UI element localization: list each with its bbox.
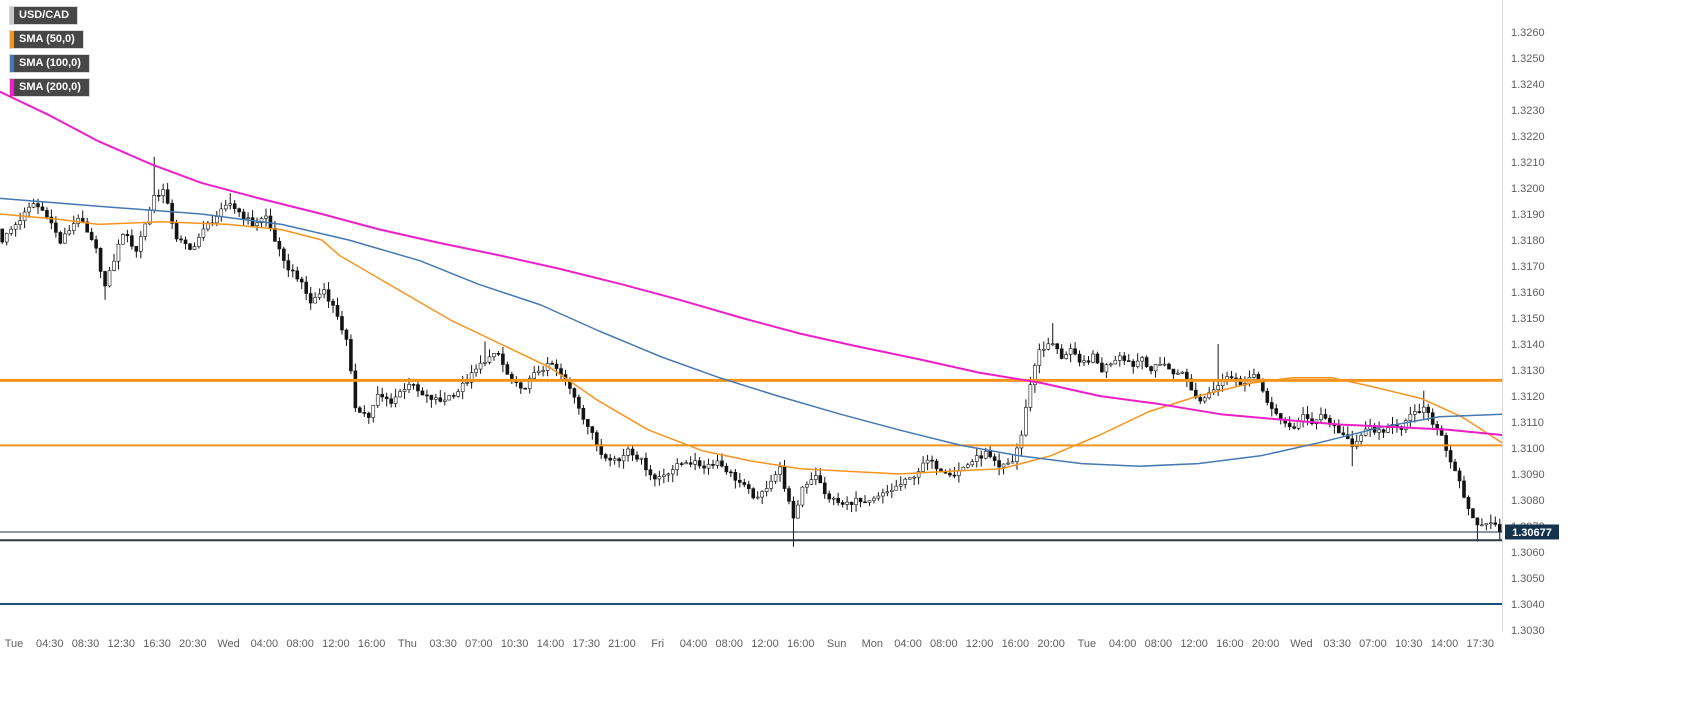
sma-50-line — [0, 213, 1503, 475]
chart-legend: USD/CAD SMA (50,0) SMA (100,0) SMA (200,… — [10, 7, 89, 96]
x-axis-label: 07:00 — [465, 638, 493, 650]
x-axis: Tue 04:30 08:30 12:30 16:30 20:30 Wed 04:00 08:0… — [5, 638, 1494, 650]
y-axis-label: 1.3240 — [1511, 79, 1545, 91]
x-axis-label: 03:30 — [429, 638, 457, 650]
symbol-color-strip — [10, 7, 14, 24]
y-axis-label: 1.3260 — [1511, 27, 1545, 39]
sma-100-line — [0, 197, 1503, 467]
x-axis-label: Tue — [1078, 638, 1097, 650]
x-axis-label: 10:30 — [501, 638, 529, 650]
y-axis-label: 1.3110 — [1511, 417, 1544, 429]
x-axis-label: 04:00 — [894, 638, 922, 650]
x-axis-label: Fri — [651, 638, 664, 650]
x-axis-label: 12:30 — [108, 638, 136, 650]
x-axis-label: 10:30 — [1395, 638, 1423, 650]
y-axis-label: 1.3230 — [1511, 105, 1545, 117]
y-axis-label: 1.3050 — [1511, 573, 1545, 585]
x-axis-label: 16:00 — [1002, 638, 1030, 650]
symbol-label: USD/CAD — [19, 9, 70, 21]
y-axis-label: 1.3140 — [1511, 339, 1545, 351]
y-axis-label: 1.3190 — [1511, 209, 1545, 221]
x-axis-label: Mon — [862, 638, 883, 650]
x-axis-label: Wed — [1290, 638, 1312, 650]
indicator-badge-sma100[interactable]: SMA (100,0) — [10, 55, 89, 72]
indicator-badge-sma50[interactable]: SMA (50,0) — [10, 31, 83, 48]
y-axis-label: 1.3030 — [1511, 625, 1545, 637]
y-axis-label: 1.3100 — [1511, 443, 1545, 455]
x-axis-label: 16:00 — [787, 638, 815, 650]
sma100-color-strip — [10, 55, 14, 72]
y-axis-label: 1.3220 — [1511, 131, 1545, 143]
sma50-label: SMA (50,0) — [19, 33, 75, 45]
x-axis-label: 14:00 — [537, 638, 565, 650]
x-axis-label: 21:00 — [608, 638, 636, 650]
candles-layer — [0, 156, 1502, 547]
sma100-label: SMA (100,0) — [19, 57, 81, 69]
x-axis-label: 08:30 — [72, 638, 100, 650]
x-axis-label: Thu — [398, 638, 417, 650]
y-axis-label: 1.3040 — [1511, 599, 1545, 611]
x-axis-label: 12:00 — [966, 638, 994, 650]
x-axis-label: 16:00 — [358, 638, 386, 650]
x-axis-label: 20:00 — [1037, 638, 1065, 650]
y-axis-label: 1.3150 — [1511, 313, 1545, 325]
y-axis-label: 1.3180 — [1511, 235, 1545, 247]
y-axis-label: 1.3210 — [1511, 157, 1545, 169]
x-axis-label: 12:00 — [322, 638, 350, 650]
x-axis-label: 07:00 — [1359, 638, 1387, 650]
sma-200-line — [0, 90, 1503, 436]
y-axis-label: 1.3090 — [1511, 469, 1545, 481]
x-axis-label: 14:00 — [1431, 638, 1459, 650]
x-axis-label: 17:30 — [1466, 638, 1494, 650]
x-axis-label: 20:00 — [1252, 638, 1280, 650]
symbol-badge[interactable]: USD/CAD — [10, 7, 78, 24]
x-axis-label: 08:00 — [715, 638, 743, 650]
x-axis-label: 16:30 — [143, 638, 171, 650]
x-axis-label: 04:30 — [36, 638, 64, 650]
indicator-badge-sma200[interactable]: SMA (200,0) — [10, 79, 89, 96]
sma200-color-strip — [10, 79, 14, 96]
y-axis-label: 1.3170 — [1511, 261, 1545, 273]
x-axis-label: 04:00 — [1109, 638, 1137, 650]
y-axis-label: 1.3060 — [1511, 547, 1545, 559]
x-axis-label: 04:00 — [251, 638, 279, 650]
x-axis-label: 16:00 — [1216, 638, 1244, 650]
x-axis-label: Wed — [217, 638, 239, 650]
x-axis-label: 08:00 — [1145, 638, 1173, 650]
x-axis-label: 03:30 — [1323, 638, 1351, 650]
y-axis: 1.3260 1.3250 1.3240 1.3230 1.3220 1.3210 1.32… — [1502, 0, 1545, 637]
sma200-label: SMA (200,0) — [19, 81, 81, 93]
x-axis-label: Sun — [827, 638, 847, 650]
y-axis-label: 1.3120 — [1511, 391, 1545, 403]
x-axis-label: 12:00 — [751, 638, 779, 650]
x-axis-label: 17:30 — [572, 638, 600, 650]
x-axis-label: 08:00 — [930, 638, 958, 650]
y-axis-label: 1.3130 — [1511, 365, 1545, 377]
x-axis-label: 08:00 — [286, 638, 314, 650]
y-axis-label: 1.3160 — [1511, 287, 1545, 299]
y-axis-label: 1.3200 — [1511, 183, 1545, 195]
x-axis-label: 12:00 — [1180, 638, 1208, 650]
y-axis-label: 1.3080 — [1511, 495, 1545, 507]
current-price-label: 1.30677 — [1512, 527, 1552, 539]
x-axis-label: 04:00 — [680, 638, 708, 650]
x-axis-label: Tue — [5, 638, 24, 650]
y-axis-label: 1.3250 — [1511, 53, 1545, 65]
x-axis-label: 20:30 — [179, 638, 207, 650]
horizontal-level-lines — [0, 378, 1502, 605]
sma50-color-strip — [10, 31, 14, 48]
current-price-tag: 1.30677 — [1505, 524, 1559, 540]
